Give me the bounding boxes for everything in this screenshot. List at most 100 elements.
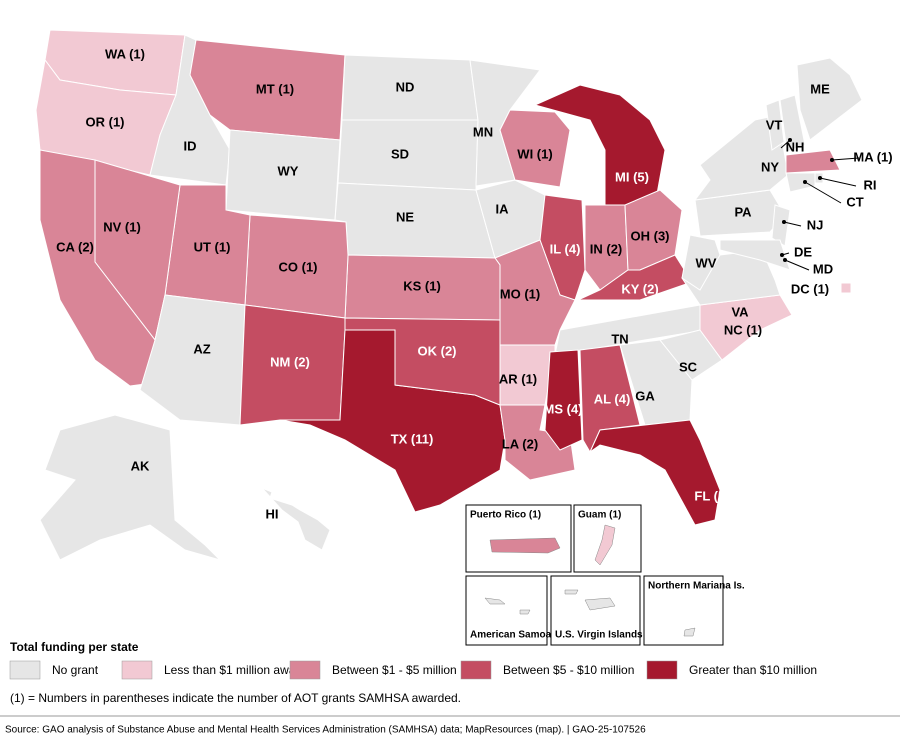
- state-label: MA (1): [853, 149, 892, 164]
- state-label: NY: [761, 159, 779, 174]
- state-region: [765, 99, 785, 151]
- leader-dot: [780, 253, 784, 257]
- state-region: [719, 239, 791, 271]
- state-region: [344, 317, 501, 406]
- leader-dot: [782, 220, 786, 224]
- state-label: LA (2): [502, 436, 538, 451]
- state-label: NH: [786, 139, 805, 154]
- state-label: OH (3): [631, 228, 670, 243]
- state-label: NV (1): [103, 219, 141, 234]
- leader-dot: [830, 158, 834, 162]
- state-label: CA (2): [56, 239, 94, 254]
- state-label: MT (1): [256, 81, 294, 96]
- state-region: [779, 94, 806, 153]
- legend-label: Greater than $10 million: [689, 663, 817, 677]
- territory-region: [489, 537, 561, 554]
- state-label: ND: [396, 79, 415, 94]
- state-label: SC: [679, 359, 698, 374]
- state-region: [796, 57, 863, 141]
- territory-region: [484, 597, 506, 605]
- state-region: [577, 254, 693, 301]
- state-label: MI (5): [615, 169, 649, 184]
- legend-label: Less than $1 million awarded: [164, 663, 319, 677]
- legend-label: Between $1 - $5 million: [332, 663, 457, 677]
- state-region: [619, 339, 693, 426]
- state-region: [785, 172, 816, 193]
- state-label: MS (4): [544, 401, 583, 416]
- state-label: GA: [635, 388, 655, 403]
- state-region: [533, 84, 666, 211]
- leader-dot: [788, 138, 792, 142]
- state-label: AZ: [193, 341, 210, 356]
- state-label: MO (1): [500, 286, 540, 301]
- state-label: WI (1): [517, 146, 552, 161]
- legend-label: No grant: [52, 663, 99, 677]
- state-label: WA (1): [105, 46, 145, 61]
- leader-line: [783, 221, 802, 227]
- state-label: NM (2): [270, 354, 310, 369]
- territory-region: [594, 524, 616, 566]
- labels: WA (1) OR (1) ID MT (1) WY ND SD NE MN IA WI (1) MI…: [56, 46, 893, 646]
- state-label: MD: [813, 261, 833, 276]
- states: [35, 29, 863, 562]
- state-label: NE: [396, 209, 414, 224]
- territory-label: Puerto Rico (1): [470, 510, 541, 521]
- state-label: OK (2): [418, 343, 457, 358]
- territory-label: American Samoa: [470, 630, 552, 641]
- state-region: [693, 114, 789, 201]
- territory-region: [519, 609, 531, 615]
- state-region: [499, 404, 576, 481]
- legend: No grant Less than $1 million awarded Betw…: [9, 660, 817, 680]
- state-label: OR (1): [86, 114, 125, 129]
- state-region: [840, 282, 852, 294]
- territory-region: [584, 597, 616, 611]
- legend-swatch: [460, 660, 492, 680]
- leader-dot: [803, 180, 807, 184]
- territory-region: [564, 589, 579, 595]
- state-label: ME: [810, 81, 830, 96]
- state-label: KY (2): [621, 281, 658, 296]
- state-region: [588, 419, 721, 526]
- territory-box: [573, 504, 642, 573]
- state-label: VT: [766, 117, 783, 132]
- leader-line: [784, 259, 810, 271]
- legend-swatch: [121, 660, 153, 680]
- territory-label: Guam (1): [578, 510, 621, 521]
- state-label: ID: [184, 138, 197, 153]
- state-region: [39, 414, 222, 562]
- leader-line: [780, 139, 791, 149]
- state-label: TX (11): [391, 431, 434, 446]
- legend-swatch: [646, 660, 678, 680]
- state-label: HI: [266, 506, 279, 521]
- leader-line: [804, 181, 842, 204]
- territory-box: [643, 575, 724, 646]
- leader-dot: [783, 258, 787, 262]
- state-label: VA: [731, 304, 749, 319]
- territory-box: [465, 575, 548, 646]
- state-label: FL (5): [694, 488, 729, 503]
- state-region: [334, 182, 496, 259]
- leader-line: [819, 177, 857, 187]
- state-label: RI: [864, 177, 877, 192]
- territory-label: U.S. Virgin Islands: [555, 630, 643, 641]
- state-label: UT (1): [194, 239, 231, 254]
- source: Source: GAO analysis of Substance Abuse …: [5, 725, 646, 736]
- state-label: NC (1): [724, 322, 762, 337]
- footnote: (1) = Numbers in parentheses indicate th…: [10, 691, 461, 705]
- state-region: [261, 487, 331, 551]
- state-region: [785, 149, 841, 174]
- state-label: IL (4): [550, 241, 581, 256]
- state-label: NJ: [807, 217, 824, 232]
- state-label: AK: [131, 458, 150, 473]
- state-label: IN (2): [590, 241, 623, 256]
- legend-swatch: [9, 660, 41, 680]
- state-region: [681, 234, 721, 291]
- state-label: CO (1): [279, 259, 318, 274]
- state-label: KS (1): [403, 278, 441, 293]
- state-label: IA: [496, 201, 510, 216]
- legend-title: Total funding per state: [10, 640, 139, 654]
- territory-region: [683, 627, 696, 637]
- state-region: [544, 349, 583, 451]
- legend-label: Between $5 - $10 million: [503, 663, 634, 677]
